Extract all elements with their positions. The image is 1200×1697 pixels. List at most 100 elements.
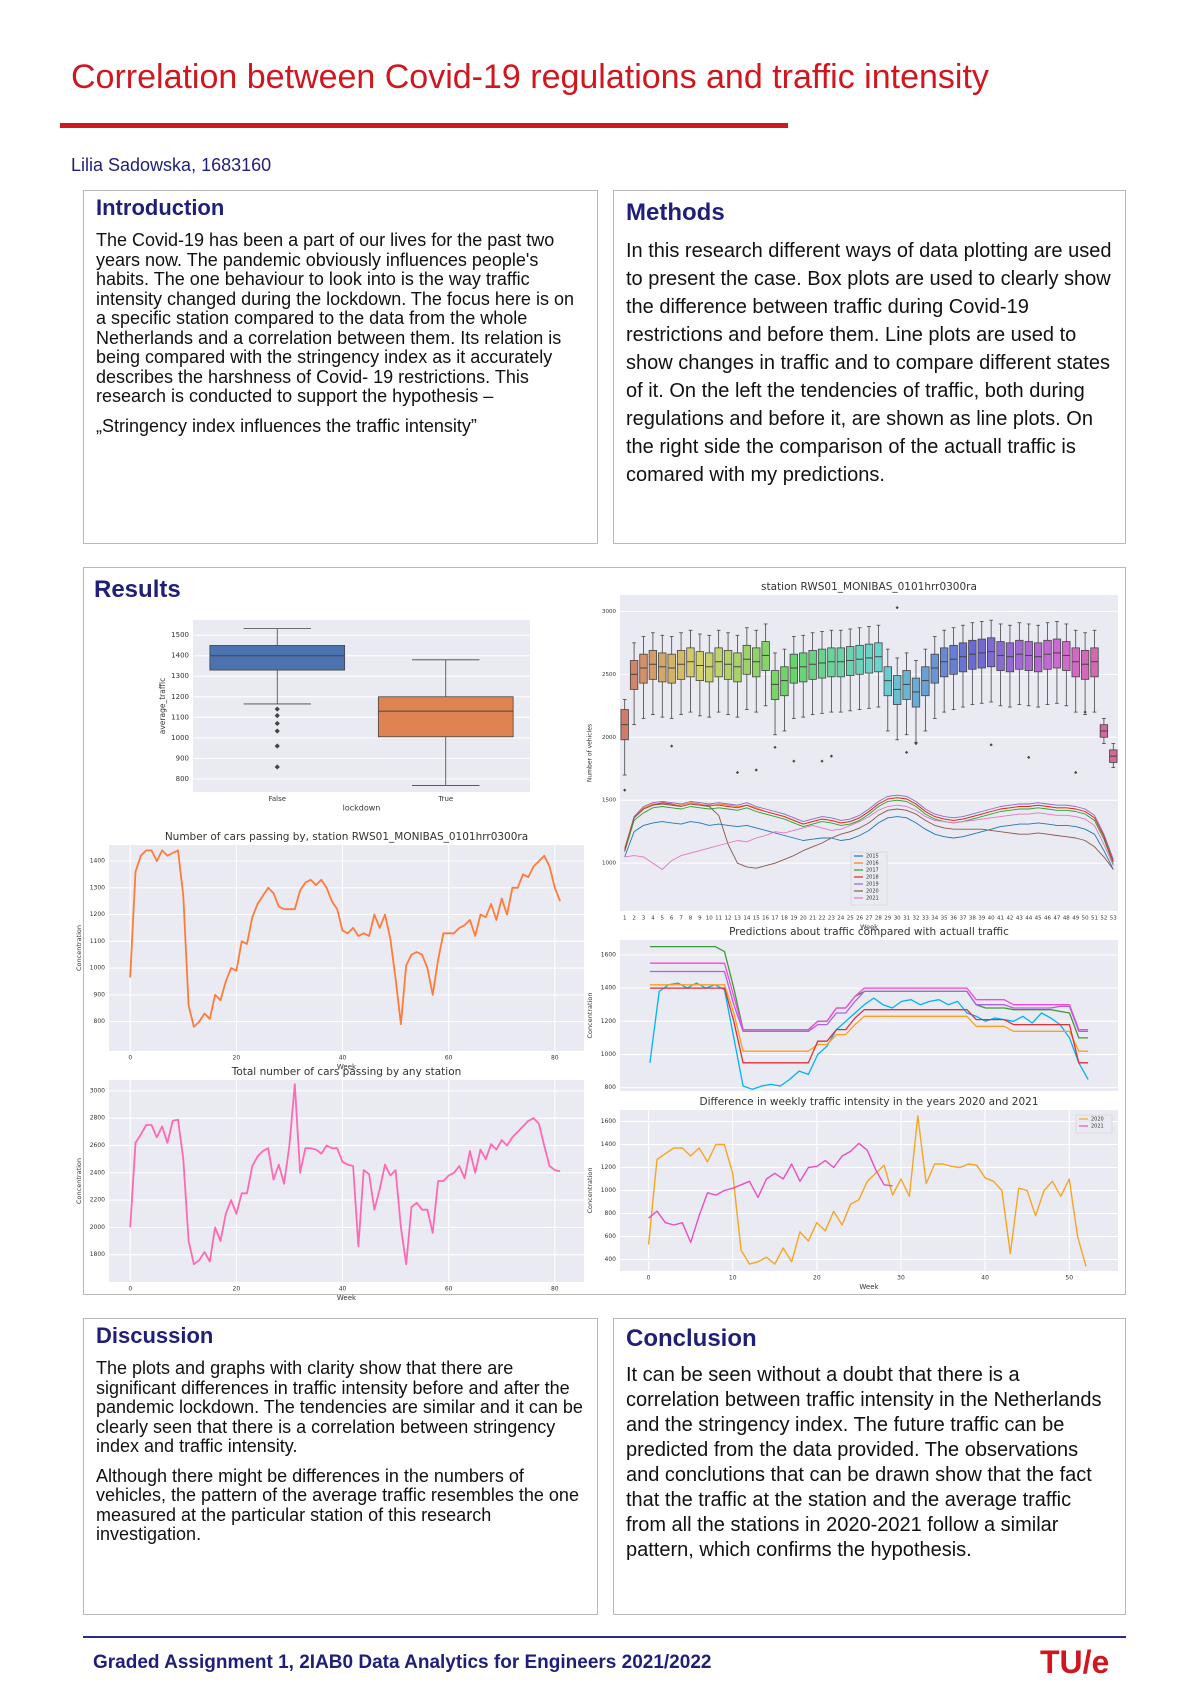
- y-axis-label: Concentration: [75, 1158, 83, 1204]
- box: [986, 637, 996, 668]
- box: [1052, 638, 1062, 669]
- x-tick-label: 40: [339, 1055, 347, 1062]
- y-tick-label: 900: [176, 754, 189, 762]
- x-tick-label: 8: [689, 916, 693, 922]
- x-tick-label: 30: [894, 916, 901, 922]
- x-tick-label: 33: [922, 916, 929, 922]
- footer-rule: [83, 1636, 1126, 1638]
- box: [996, 641, 1005, 671]
- x-tick-label: 2: [632, 916, 636, 922]
- box: [864, 643, 874, 674]
- chart-title: station RWS01_MONIBAS_0101hrr0300ra: [761, 581, 977, 593]
- paragraph: It can be seen without a doubt that ther…: [626, 1364, 1102, 1561]
- data-line: [624, 804, 1114, 870]
- data-line: [647, 1115, 1087, 1267]
- outlier: [623, 788, 627, 792]
- x-tick-label: 14: [743, 916, 750, 922]
- y-tick-label: 2800: [90, 1115, 105, 1122]
- box: [893, 675, 902, 705]
- x-tick-label: 41: [997, 916, 1004, 922]
- x-tick-label: 23: [828, 916, 835, 922]
- x-tick-label: 52: [1100, 916, 1107, 922]
- x-tick-label: 26: [856, 916, 863, 922]
- x-tick-label: 34: [931, 916, 938, 922]
- x-tick-label: 27: [866, 916, 873, 922]
- x-tick-label: 35: [941, 916, 948, 922]
- box: [648, 649, 658, 680]
- outlier: [274, 713, 280, 719]
- x-tick-label: 49: [1072, 916, 1079, 922]
- outlier: [274, 720, 280, 727]
- outlier: [735, 770, 740, 775]
- y-tick-label: 1400: [171, 652, 189, 660]
- x-tick-label: 44: [1025, 916, 1032, 922]
- y-tick-label: 1600: [601, 951, 616, 958]
- box: [1005, 642, 1015, 673]
- x-tick-label: 51: [1091, 916, 1098, 922]
- x-tick-label: 30: [897, 1275, 905, 1282]
- outlier: [829, 754, 834, 758]
- x-axis-label: Week: [860, 923, 878, 931]
- methods-section: Methods In this research different ways …: [613, 190, 1126, 544]
- x-tick-label: True: [437, 795, 453, 803]
- x-axis-label: Week: [337, 1294, 357, 1302]
- x-tick-label: 19: [790, 916, 797, 922]
- outlier: [1027, 755, 1031, 760]
- x-axis-label: Week: [337, 1063, 357, 1071]
- box: [940, 647, 949, 678]
- box: [977, 638, 986, 669]
- section-heading: Conclusion: [626, 1325, 757, 1352]
- y-tick-label: 600: [605, 1233, 617, 1240]
- y-tick-label: 1300: [90, 884, 105, 891]
- outlier: [773, 745, 777, 749]
- data-line: [624, 797, 1114, 863]
- y-tick-label: 3000: [90, 1087, 105, 1094]
- author: Lilia Sadowska, 1683160: [71, 155, 272, 175]
- x-tick-label: 45: [1035, 916, 1042, 922]
- x-tick-label: 3: [642, 916, 646, 922]
- x-tick-label: 31: [903, 916, 910, 922]
- box: [921, 666, 930, 697]
- y-tick-label: 1100: [90, 938, 105, 945]
- box: [1062, 641, 1071, 671]
- y-axis-label: average_traffic: [158, 678, 167, 734]
- box: [752, 647, 761, 678]
- outlier: [274, 764, 280, 770]
- y-tick-label: 1400: [601, 985, 616, 992]
- x-tick-label: 42: [1006, 916, 1013, 922]
- x-tick-label: 60: [445, 1286, 453, 1293]
- x-tick-label: 10: [729, 1275, 737, 1282]
- x-tick-label: 43: [1016, 916, 1023, 922]
- y-tick-label: 2500: [602, 672, 616, 678]
- y-tick-label: 3000: [602, 609, 616, 615]
- y-tick-label: 1300: [171, 672, 189, 680]
- x-tick-label: 39: [978, 916, 985, 922]
- y-tick-label: 1000: [602, 861, 616, 867]
- y-tick-label: 1500: [602, 798, 616, 804]
- x-tick-label: 53: [1110, 916, 1117, 922]
- box: [639, 653, 648, 684]
- outlier: [1074, 770, 1078, 775]
- box: [742, 644, 752, 675]
- box: [817, 648, 827, 679]
- y-tick-label: 1100: [171, 713, 189, 721]
- data-line: [649, 962, 1089, 1031]
- paragraph: In this research different ways of data …: [626, 240, 1112, 486]
- x-tick-label: 9: [698, 916, 702, 922]
- box: [874, 642, 883, 673]
- x-tick-label: 21: [809, 916, 816, 922]
- x-tick-label: 36: [950, 916, 957, 922]
- x-tick-label: False: [268, 795, 286, 803]
- y-tick-label: 1000: [90, 965, 105, 972]
- section-heading: Discussion: [96, 1323, 214, 1348]
- box: [1071, 647, 1080, 678]
- box: [968, 639, 977, 670]
- x-tick-label: 80: [551, 1286, 559, 1293]
- x-tick-label: 50: [1082, 916, 1089, 922]
- x-tick-label: 20: [233, 1286, 241, 1293]
- box: [714, 647, 723, 678]
- conclusion-section: Conclusion It can be seen without a doub…: [613, 1318, 1126, 1615]
- box: [761, 641, 770, 671]
- box: [930, 653, 939, 684]
